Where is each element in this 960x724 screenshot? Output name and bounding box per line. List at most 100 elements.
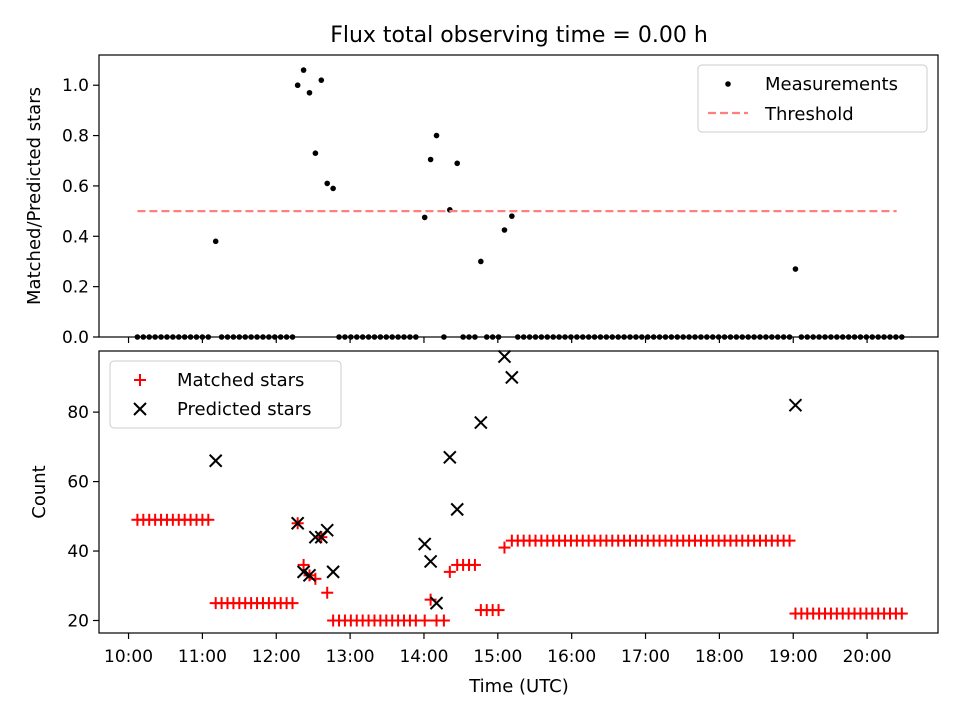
measurement-point [466, 334, 472, 340]
legend-matched-label: Matched stars [177, 370, 304, 391]
legend-measurements-marker [725, 81, 731, 87]
measurement-point [875, 334, 881, 340]
predicted-stars-point [450, 502, 464, 517]
measurement-point [318, 77, 325, 83]
x-tick-label: 20:00 [843, 647, 892, 667]
measurement-point [427, 156, 434, 163]
y-tick-label: 0.4 [62, 227, 89, 247]
predicted-stars-point [497, 349, 512, 364]
x-tick-label: 13:00 [326, 647, 375, 667]
measurement-point [134, 334, 141, 340]
predicted-stars-point [326, 565, 340, 579]
measurement-point [230, 334, 237, 340]
measurement-point [266, 334, 272, 340]
ratio-legend: Measurements Threshold [697, 64, 928, 133]
measurement-point [639, 334, 645, 340]
matched-stars-point [418, 614, 431, 627]
measurement-point [271, 334, 278, 340]
measurement-point [146, 334, 153, 340]
predicted-stars-point [443, 450, 457, 464]
measurement-point [751, 334, 757, 340]
measurement-point [698, 334, 704, 340]
measurement-point [483, 334, 490, 340]
measurement-point [181, 334, 188, 340]
measurement-point [763, 334, 769, 340]
measurement-point [212, 238, 219, 245]
measurement-point [792, 266, 799, 272]
y-tick-label: 0.2 [62, 278, 89, 298]
measurement-point [869, 334, 876, 340]
x-tick-label: 14:00 [399, 647, 448, 667]
measurement-point [721, 334, 728, 340]
legend-measurements-label: Measurements [765, 74, 898, 95]
x-tick-label: 15:00 [473, 647, 522, 667]
measurement-point [692, 334, 698, 340]
measurement-point [574, 334, 580, 340]
measurement-point [845, 334, 852, 340]
predicted-stars-point [208, 454, 223, 468]
measurement-point [550, 334, 557, 340]
legend-predicted-marker [133, 402, 147, 416]
measurement-point [668, 334, 675, 340]
matched-stars-point [202, 513, 215, 526]
measurement-point [609, 334, 616, 340]
measurement-point [709, 334, 716, 340]
measurement-point [810, 334, 816, 340]
measurement-point [164, 334, 170, 340]
measurement-point [175, 334, 182, 340]
measurement-point [283, 334, 290, 340]
matched-stars-point [437, 614, 450, 627]
measurement-point [289, 334, 296, 340]
measurement-point [359, 334, 366, 340]
measurement-point [893, 334, 899, 340]
matched-stars-point [424, 593, 437, 606]
count-x-axis: 10:00 11:00 12:00 13:00 14:00 15:00 16:00 17:00… [104, 633, 892, 667]
measurement-point [674, 334, 681, 340]
count-legend-box [109, 360, 342, 429]
measurement-point [579, 334, 586, 340]
measurement-point [205, 334, 212, 340]
matched-stars-point [321, 586, 334, 599]
measurement-point [242, 334, 249, 340]
measurement-point [312, 150, 319, 156]
measurement-point [786, 334, 793, 340]
matched-stars-point [443, 565, 456, 578]
measurement-point [662, 334, 669, 340]
measurement-point [199, 334, 206, 340]
matched-stars-point [468, 558, 481, 571]
y-tick-label: 0.0 [62, 328, 89, 348]
measurement-point [395, 334, 401, 340]
x-tick-label: 19:00 [769, 647, 818, 667]
measurement-point [472, 334, 478, 340]
count-legend: Matched stars Predicted stars [109, 360, 342, 429]
measurement-point [839, 334, 846, 340]
legend-matched-marker [134, 374, 146, 386]
measurement-point [834, 334, 840, 340]
measurement-point [828, 334, 834, 340]
predicted-stars-point [429, 596, 444, 610]
measurement-point [509, 213, 515, 219]
measurement-point [798, 334, 805, 340]
measurement-point [365, 334, 372, 340]
x-axis-label: Time (UTC) [468, 676, 569, 697]
y-tick-label: 0.6 [62, 177, 89, 197]
measurement-point [544, 334, 551, 340]
measurement-point [745, 334, 751, 340]
measurement-point [300, 67, 307, 73]
measurement-point [585, 334, 592, 340]
matched-stars-point [297, 558, 310, 571]
ratio-y-axis-label: Matched/Predicted stars [24, 87, 45, 305]
measurement-point [407, 334, 413, 340]
legend-threshold-label: Threshold [764, 104, 854, 125]
measurement-point [733, 334, 740, 340]
x-tick-label: 12:00 [252, 647, 301, 667]
measurement-point [441, 334, 447, 340]
measurement-point [769, 334, 775, 340]
measurement-point [371, 334, 378, 340]
measurement-point [421, 214, 428, 221]
measurement-point [348, 334, 354, 340]
count-panel-frame [98, 350, 939, 634]
measurement-point [254, 334, 260, 340]
